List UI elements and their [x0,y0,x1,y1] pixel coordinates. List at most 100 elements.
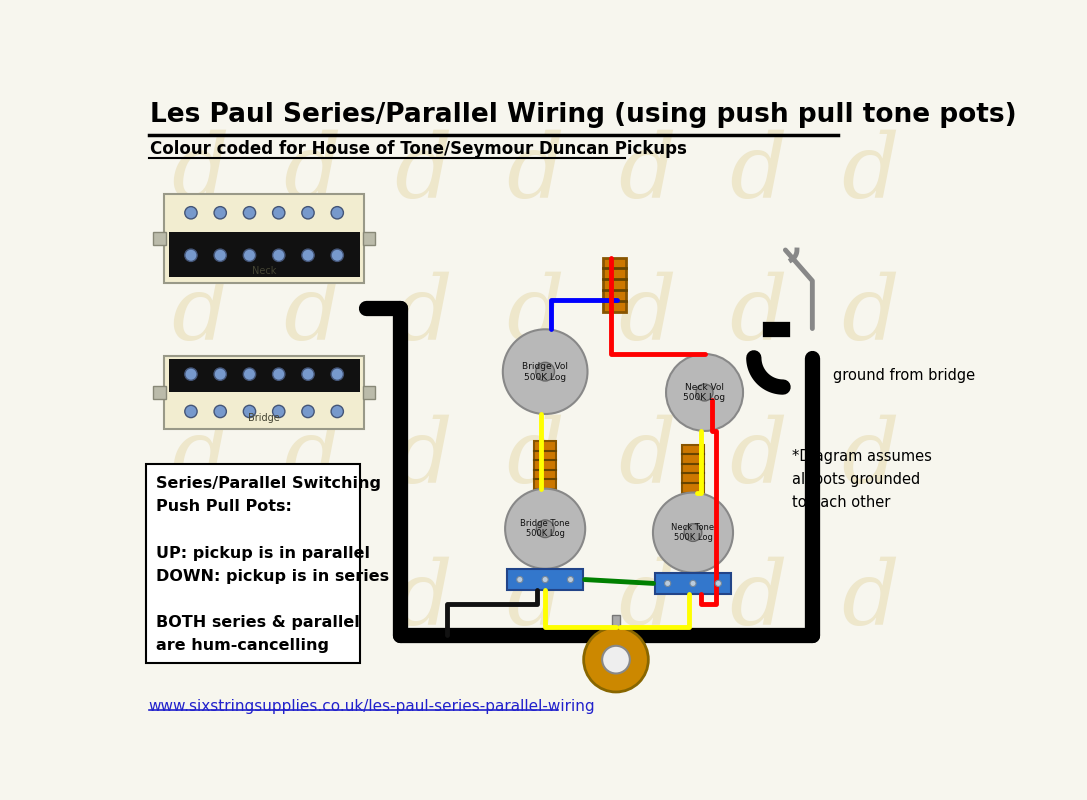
Circle shape [302,249,314,262]
Circle shape [214,249,226,262]
Text: d: d [172,272,229,359]
Text: d: d [729,272,787,359]
Bar [147,464,361,662]
Circle shape [567,577,574,582]
Circle shape [302,368,314,380]
Circle shape [332,206,343,219]
Circle shape [696,384,713,401]
Circle shape [273,368,285,380]
Circle shape [273,206,285,219]
Circle shape [542,577,548,582]
Circle shape [715,580,722,586]
Text: d: d [283,557,340,644]
Text: 500K Log: 500K Log [684,394,726,402]
Text: DOWN: pickup is in series: DOWN: pickup is in series [155,569,389,584]
Bar [153,231,165,246]
Bar [153,386,165,399]
Bar [655,573,732,594]
Bar [168,198,360,236]
Text: d: d [729,557,787,644]
Text: Bridge Tone: Bridge Tone [521,519,570,528]
Circle shape [602,646,629,674]
Text: d: d [841,272,899,359]
Circle shape [214,368,226,380]
Text: BOTH series & parallel: BOTH series & parallel [155,615,360,630]
Bar [612,615,620,628]
Bar [164,194,364,282]
Text: Colour coded for House of Tone/Seymour Duncan Pickups: Colour coded for House of Tone/Seymour D… [150,140,687,158]
Bar [363,386,375,399]
Bar [168,232,360,278]
Circle shape [690,580,696,586]
Circle shape [666,354,744,431]
Bar [363,231,375,246]
Bar [168,393,360,425]
Circle shape [273,406,285,418]
Text: 500K Log: 500K Log [526,529,564,538]
Text: d: d [172,414,229,502]
Text: d: d [507,414,564,502]
Text: are hum-cancelling: are hum-cancelling [155,638,328,653]
Bar [508,569,584,590]
Bar [603,258,626,312]
Text: d: d [395,130,452,217]
Text: Neck Tone: Neck Tone [672,522,714,532]
Text: d: d [283,414,340,502]
Circle shape [185,206,197,219]
Circle shape [214,406,226,418]
Text: d: d [172,130,229,217]
Text: ground from bridge: ground from bridge [833,368,975,383]
Bar [535,441,555,489]
Circle shape [302,406,314,418]
Text: UP: pickup is in parallel: UP: pickup is in parallel [155,546,370,561]
Text: d: d [507,272,564,359]
Text: d: d [617,414,676,502]
Text: Neck Vol: Neck Vol [685,382,724,391]
Circle shape [273,249,285,262]
Circle shape [243,206,255,219]
Text: d: d [172,557,229,644]
Text: d: d [729,130,787,217]
Text: Bridge Vol: Bridge Vol [522,362,569,370]
Text: 500K Log: 500K Log [674,533,712,542]
Circle shape [332,368,343,380]
Text: d: d [729,414,787,502]
Text: d: d [507,557,564,644]
Text: d: d [841,414,899,502]
Circle shape [185,368,197,380]
Text: d: d [841,557,899,644]
Text: d: d [617,557,676,644]
Text: Les Paul Series/Parallel Wiring (using push pull tone pots): Les Paul Series/Parallel Wiring (using p… [150,102,1016,128]
Text: d: d [617,130,676,217]
Text: 500K Log: 500K Log [524,373,566,382]
Circle shape [185,406,197,418]
Circle shape [243,249,255,262]
Text: d: d [841,130,899,217]
Circle shape [185,249,197,262]
Text: Neck: Neck [252,266,276,276]
Circle shape [243,368,255,380]
Circle shape [505,489,585,569]
Circle shape [243,406,255,418]
Circle shape [332,249,343,262]
Circle shape [584,627,648,692]
Circle shape [214,206,226,219]
Circle shape [684,524,702,542]
Bar [164,356,364,429]
Bar [168,359,360,397]
Text: Push Pull Pots:: Push Pull Pots: [155,499,291,514]
Circle shape [332,406,343,418]
Text: Bridge: Bridge [248,413,280,423]
Text: d: d [395,557,452,644]
Bar [683,445,703,493]
Circle shape [664,580,671,586]
Text: www.sixstringsupplies.co.uk/les-paul-series-parallel-wiring: www.sixstringsupplies.co.uk/les-paul-ser… [149,699,596,714]
Circle shape [653,493,733,573]
Text: Series/Parallel Switching: Series/Parallel Switching [155,476,380,491]
Text: d: d [283,130,340,217]
Text: *Diagram assumes
all pots grounded
to each other: *Diagram assumes all pots grounded to ea… [791,449,932,510]
Circle shape [516,577,523,582]
Text: d: d [395,414,452,502]
Text: d: d [617,272,676,359]
Circle shape [503,330,587,414]
